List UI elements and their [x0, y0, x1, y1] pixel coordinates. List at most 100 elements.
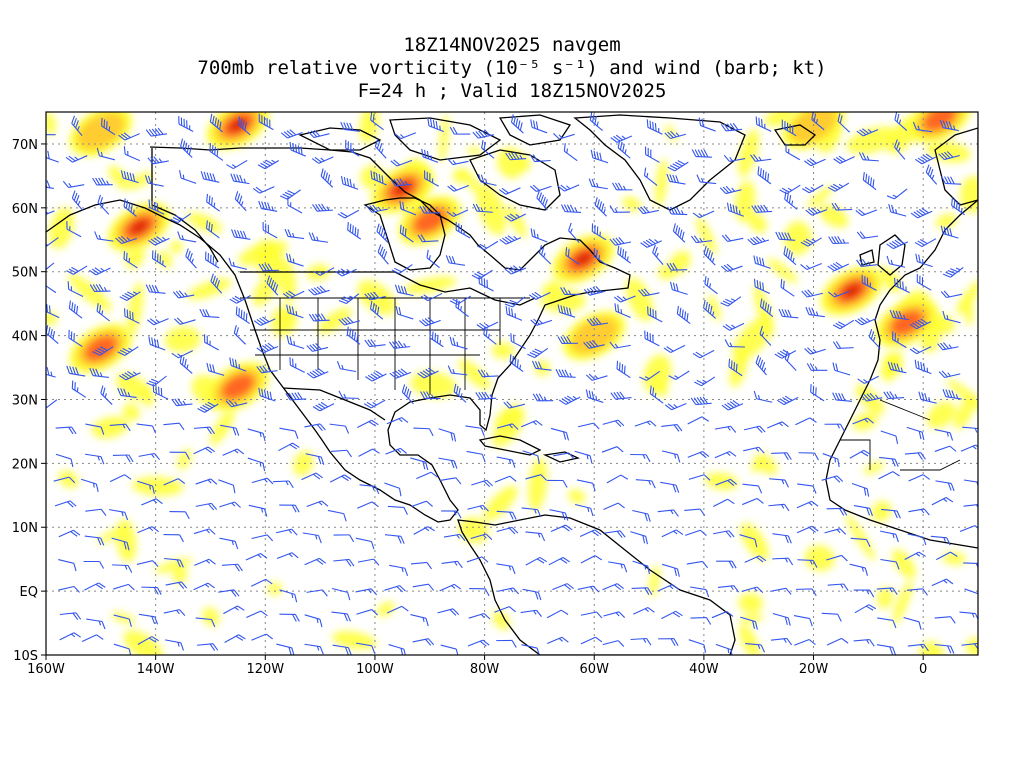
wind-barb — [68, 300, 83, 319]
wind-barb — [496, 563, 516, 575]
wind-barb — [173, 317, 196, 325]
wind-barb — [71, 115, 83, 136]
wind-barb — [690, 396, 712, 406]
wind-barb — [477, 369, 499, 378]
wind-barb — [856, 259, 878, 268]
wind-barb — [441, 560, 463, 569]
plot-area — [46, 112, 978, 655]
scandinavia — [934, 127, 978, 206]
wind-barb — [438, 457, 458, 469]
wind-barb — [593, 248, 608, 266]
wind-barb — [886, 238, 909, 250]
wind-barb — [195, 502, 218, 511]
wind-barb — [477, 174, 497, 186]
wind-barb — [603, 502, 625, 510]
wind-barb — [876, 587, 898, 595]
wind-barb — [262, 221, 278, 239]
wind-barb — [471, 479, 493, 488]
wind-barb — [346, 326, 361, 345]
wind-barb — [251, 477, 274, 485]
wind-barb — [206, 362, 225, 376]
wind-barb — [399, 224, 414, 243]
wind-barb — [333, 534, 355, 543]
wind-barb — [906, 426, 925, 441]
wind-barb — [289, 357, 305, 373]
wind-barb — [617, 245, 631, 264]
wind-barb — [698, 117, 716, 132]
wind-barb — [645, 146, 660, 163]
vorticity-blob — [492, 610, 510, 630]
wind-barb — [225, 399, 248, 408]
wind-barb — [146, 375, 167, 387]
wind-barb — [796, 500, 819, 509]
wind-barb — [910, 207, 933, 219]
vorticity-blob — [740, 522, 769, 561]
vorticity-blob — [476, 184, 507, 236]
wind-barb — [769, 478, 789, 488]
wind-barb — [496, 423, 519, 430]
vorticity-blob — [403, 276, 457, 295]
wind-barb — [805, 207, 828, 216]
wind-barb — [912, 121, 933, 133]
wind-barb — [603, 611, 626, 618]
vorticity-blob — [877, 587, 893, 609]
wind-barb — [672, 223, 686, 243]
wind-barb — [720, 296, 742, 307]
vorticity-blob — [376, 601, 395, 617]
wind-barb — [311, 156, 334, 164]
vorticity-blob — [747, 212, 768, 233]
wind-barb — [586, 317, 609, 327]
wind-barb — [644, 330, 660, 347]
wind-barb — [248, 504, 268, 517]
wind-barb — [639, 370, 661, 381]
wind-barb — [136, 423, 157, 434]
wind-barb — [563, 143, 578, 162]
wind-barb — [466, 450, 486, 463]
wind-barb — [399, 200, 417, 216]
wind-barb — [67, 281, 84, 297]
wind-barb — [960, 444, 978, 452]
wind-barb — [195, 478, 218, 485]
wind-barb — [914, 238, 937, 248]
wind-barb — [123, 251, 138, 269]
wind-barb — [148, 236, 170, 246]
wind-barb — [951, 197, 965, 216]
wind-barb — [964, 588, 978, 595]
wind-barb — [505, 306, 523, 321]
vorticity-blob — [707, 294, 721, 321]
wind-barb — [795, 417, 817, 426]
wind-barb — [85, 453, 105, 465]
wind-barb — [46, 399, 58, 410]
wind-barb — [147, 318, 169, 326]
wind-barb — [634, 420, 657, 427]
wind-barb — [892, 331, 907, 349]
wind-barb — [907, 643, 929, 652]
wind-barb — [751, 204, 773, 213]
wind-barb — [547, 636, 569, 644]
vorticity-blob — [186, 212, 223, 233]
wind-barb — [258, 200, 278, 212]
wind-barb — [802, 184, 824, 194]
wind-barb — [824, 423, 845, 432]
wind-barb — [66, 265, 88, 275]
wind-barb — [145, 284, 166, 294]
wind-barb — [223, 605, 245, 615]
wind-barb — [387, 505, 408, 515]
wind-barb — [46, 127, 56, 136]
wind-barb — [520, 420, 543, 428]
wind-barb — [171, 398, 193, 407]
wind-barb — [934, 428, 954, 441]
wind-barb — [940, 290, 963, 299]
wind-barb — [617, 139, 631, 159]
wind-barb — [613, 295, 636, 303]
wind-barb — [715, 643, 733, 655]
wind-barb — [449, 126, 471, 135]
wind-barb — [552, 583, 574, 591]
wind-barb — [703, 299, 717, 319]
wind-barb — [113, 643, 132, 655]
wind-barb — [112, 454, 134, 463]
wind-barb — [53, 476, 76, 484]
wind-barb — [853, 639, 875, 647]
wind-barb — [849, 563, 869, 576]
wind-barb — [662, 563, 680, 577]
